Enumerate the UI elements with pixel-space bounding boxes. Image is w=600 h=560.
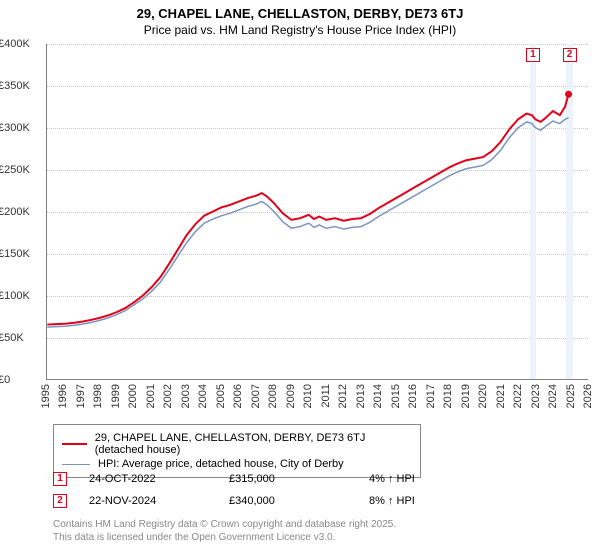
x-tick-label: 2026 [582, 384, 594, 408]
x-tick-label: 2009 [285, 384, 297, 408]
chart-title: 29, CHAPEL LANE, CHELLASTON, DERBY, DE73… [0, 0, 600, 21]
legend-row: 29, CHAPEL LANE, CHELLASTON, DERBY, DE73… [62, 432, 412, 456]
marker-table-row: 124-OCT-2022£315,0004% ↑ HPI [53, 468, 509, 490]
x-tick-label: 2005 [215, 384, 227, 408]
x-tick-label: 2025 [565, 384, 577, 408]
x-tick-label: 2008 [267, 384, 279, 408]
x-tick-label: 2013 [355, 384, 367, 408]
y-tick-label: £400K [0, 38, 30, 50]
x-tick-label: 2003 [180, 384, 192, 408]
chart-subtitle: Price paid vs. HM Land Registry's House … [0, 21, 600, 37]
x-tick-label: 2022 [512, 384, 524, 408]
markers-table: 124-OCT-2022£315,0004% ↑ HPI222-NOV-2024… [53, 468, 509, 512]
x-tick-label: 2020 [477, 384, 489, 408]
x-tick-label: 1996 [57, 384, 69, 408]
x-tick-label: 2014 [372, 384, 384, 408]
x-tick-label: 2015 [390, 384, 402, 408]
x-tick-label: 2019 [460, 384, 472, 408]
x-tick-label: 2011 [320, 384, 332, 408]
x-tick-label: 2001 [145, 384, 157, 408]
chart-container: 29, CHAPEL LANE, CHELLASTON, DERBY, DE73… [0, 0, 600, 560]
y-tick-label: £150K [0, 248, 30, 260]
x-tick-label: 2006 [232, 384, 244, 408]
y-tick-label: £200K [0, 206, 30, 218]
x-tick-label: 2002 [162, 384, 174, 408]
x-tick-label: 2023 [530, 384, 542, 408]
y-tick-label: £0 [0, 374, 10, 386]
attribution-line-1: Contains HM Land Registry data © Crown c… [53, 518, 396, 531]
attribution-line-2: This data is licensed under the Open Gov… [53, 531, 396, 544]
chart-marker-1: 1 [526, 48, 540, 62]
x-tick-label: 1997 [75, 384, 87, 408]
x-tick-label: 2000 [127, 384, 139, 408]
marker-table-row: 222-NOV-2024£340,0008% ↑ HPI [53, 490, 509, 512]
x-tick-label: 2021 [495, 384, 507, 408]
plot-area: 12 [46, 44, 588, 380]
x-tick-label: 1998 [92, 384, 104, 408]
x-tick-label: 2018 [442, 384, 454, 408]
y-tick-label: £250K [0, 164, 30, 176]
y-tick-label: £50K [0, 332, 24, 344]
line-series-svg [47, 44, 588, 379]
y-tick-label: £100K [0, 290, 30, 302]
x-tick-label: 1995 [40, 384, 52, 408]
y-tick-label: £350K [0, 80, 30, 92]
attribution: Contains HM Land Registry data © Crown c… [53, 518, 396, 544]
chart-marker-2: 2 [563, 48, 577, 62]
x-tick-label: 2004 [197, 384, 209, 408]
x-tick-label: 1999 [110, 384, 122, 408]
x-tick-label: 2007 [250, 384, 262, 408]
x-tick-label: 2012 [337, 384, 349, 408]
x-tick-label: 2024 [547, 384, 559, 408]
x-tick-label: 2010 [302, 384, 314, 408]
x-tick-label: 2016 [407, 384, 419, 408]
y-tick-label: £300K [0, 122, 30, 134]
x-tick-label: 2017 [425, 384, 437, 408]
